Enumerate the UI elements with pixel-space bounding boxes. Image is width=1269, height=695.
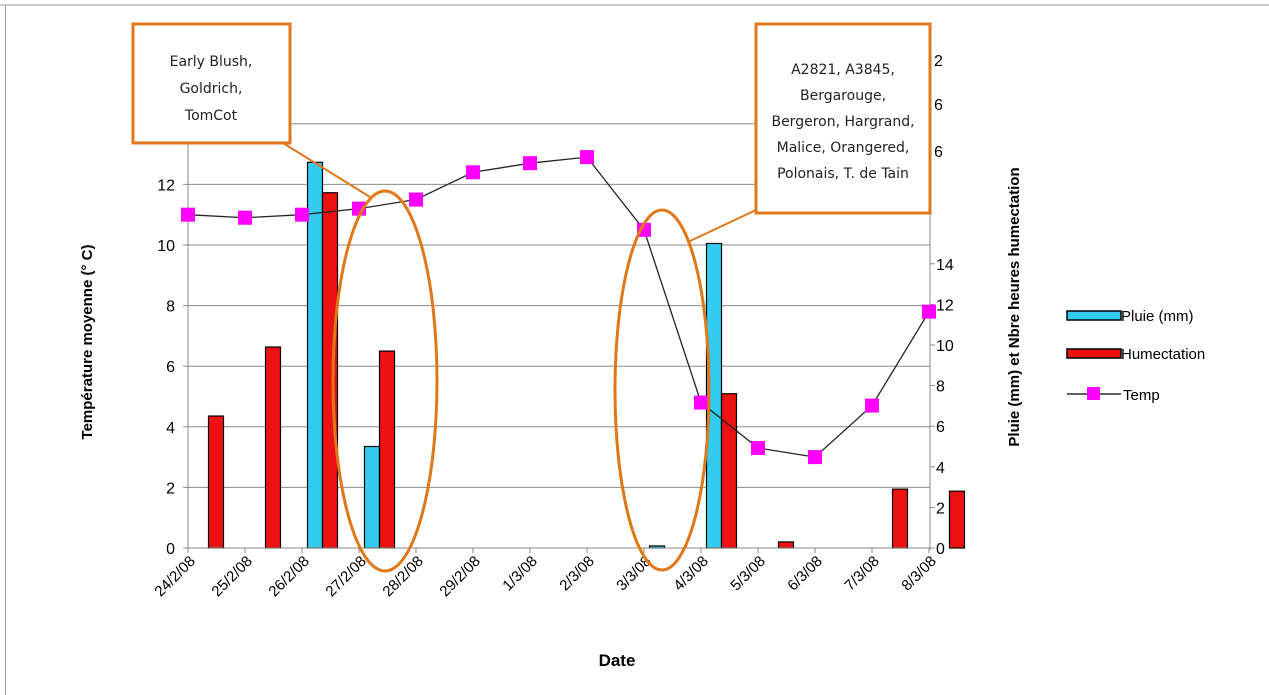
temp-marker [295,207,309,222]
y-axis-right-title: Pluie (mm) et Nbre heures humectation [1006,167,1023,446]
callout-line: Bergeron, Hargrand, [771,114,914,130]
callout-box-left [131,22,292,145]
bar-humectation [207,415,225,549]
y-axis-left-ticks: 0 2 4 6 8 10 12 [157,177,188,558]
bar-humectation [378,350,396,549]
callout-line: Goldrich, [180,81,243,97]
callout-line: Malice, Orangered, [777,140,910,156]
y-left-tick-label: 4 [166,420,175,437]
y-right-tick-label-partial: 2 [934,53,943,70]
bar-humectation [264,346,282,549]
temp-marker [694,395,708,410]
temp-marker [409,192,423,207]
x-tick-label: 26/2/08 [265,553,312,600]
temp-marker [751,441,765,456]
y-right-tick-label: 4 [936,460,945,477]
y-right-tick-label: 2 [936,500,945,517]
y-right-tick-label-partial: 6 [934,97,943,114]
x-tick-label: 1/3/08 [499,553,541,595]
y-right-tick-label-partial: 6 [934,144,943,161]
y-axis-left-title: Température moyenne (° C) [79,245,96,440]
x-tick-label: 25/2/08 [208,553,255,600]
y-left-tick-label: 0 [166,541,175,558]
x-tick-label: 2/3/08 [556,553,598,595]
callout-line: Early Blush, [170,54,253,70]
bar-humectation [891,488,909,549]
x-tick-label: 24/2/08 [151,553,198,600]
x-tick-label: 8/3/08 [898,553,940,595]
temp-marker [580,150,594,165]
temp-marker [466,165,480,180]
legend-marker-temp [1087,387,1100,400]
y-right-tick-label: 8 [936,379,945,396]
x-tick-label: 3/3/08 [613,553,655,595]
temp-marker [922,304,936,319]
x-tick-label: 6/3/08 [784,553,826,595]
legend: Pluie (mm) Humectation Temp [1066,308,1205,404]
y-right-tick-label: 12 [936,297,954,314]
bar-humectation [720,393,738,549]
temp-marker [181,207,195,222]
legend-label-humectation: Humectation [1121,346,1205,363]
x-tick-label: 29/2/08 [436,553,483,600]
x-tick-label: 27/2/08 [322,553,369,600]
highlight-ellipse-left [331,189,439,573]
x-tick-label: 7/3/08 [841,553,883,595]
callout-right-text: A2821, A3845, Bergarouge, Bergeron, Hargra… [771,62,914,182]
y-right-tick-label: 14 [936,257,954,274]
x-tick-label: 5/3/08 [727,553,769,595]
callout-left-text: Early Blush, Goldrich, TomCot [170,54,253,124]
y-axis-right-ticks: 0 2 4 6 8 10 12 14 2 6 6 [930,53,954,558]
temp-markers [181,150,936,465]
callout-connector-left [282,142,371,198]
y-left-tick-label: 8 [166,299,175,316]
temp-marker [523,156,537,171]
legend-label-pluie: Pluie (mm) [1121,308,1194,325]
temp-marker [865,398,879,413]
y-left-tick-label: 10 [157,238,175,255]
y-right-tick-label: 6 [936,419,945,436]
x-axis-ticks: 24/2/08 25/2/08 26/2/08 27/2/08 28/2/08 29/2/… [151,548,940,600]
y-left-tick-label: 6 [166,359,175,376]
temp-marker [808,450,822,465]
callout-line: TomCot [184,108,238,124]
callout-line: A2821, A3845, [791,62,895,78]
legend-swatch-pluie [1066,310,1122,321]
callout-line: Bergarouge, [800,88,886,104]
bar-humectation [321,192,339,549]
bar-humectation [948,490,966,549]
y-right-tick-label: 10 [936,338,954,355]
bar-pluie [306,161,324,549]
y-left-tick-label: 12 [157,177,175,194]
temp-line [187,156,930,458]
callout-line: Polonais, T. de Tain [777,166,909,182]
temp-marker [637,222,651,237]
y-left-tick-label: 2 [166,480,175,497]
callout-connector-right [687,209,757,243]
callout-box-right [754,22,932,215]
bar-pluie [363,445,381,549]
bar-humectation [777,541,795,549]
x-axis-title: Date [599,651,636,670]
temp-marker [238,210,252,225]
bar-series [207,161,966,549]
legend-label-temp: Temp [1123,387,1160,404]
highlight-ellipse-right [613,208,711,572]
legend-swatch-humectation [1066,348,1122,359]
y-right-tick-label: 0 [936,541,945,558]
